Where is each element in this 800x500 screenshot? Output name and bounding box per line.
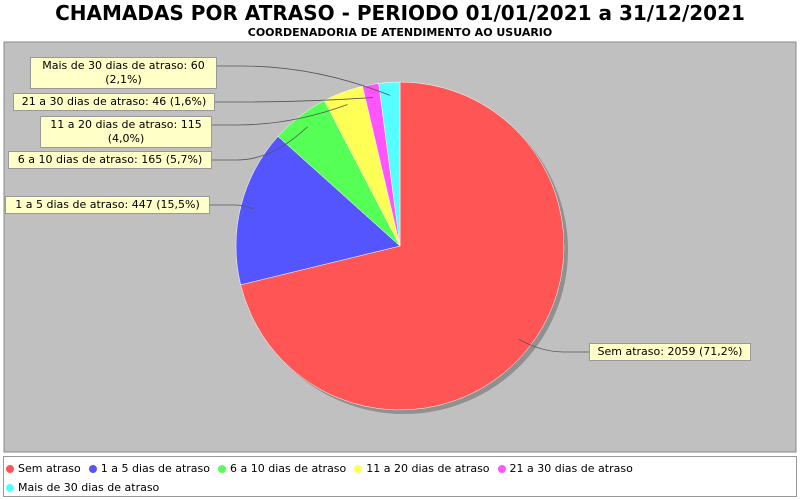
legend: Sem atraso 1 a 5 dias de atraso 6 a 10 dia… [3, 456, 797, 497]
legend-swatch [88, 464, 97, 473]
chart-title: CHAMADAS POR ATRASO - PERIODO 01/01/2021… [55, 1, 745, 25]
label-leader [210, 204, 254, 210]
label-leader [518, 338, 589, 353]
legend-item: Mais de 30 dias de atraso [6, 478, 159, 497]
legend-label: 6 a 10 dias de atraso [230, 462, 347, 475]
legend-swatch [6, 483, 14, 492]
label-leader [217, 65, 391, 96]
pie-slice [240, 81, 565, 411]
label-leader [212, 126, 308, 161]
pie-slice [378, 81, 401, 247]
value-label: Sem atraso: 2059 (71,2%) [589, 343, 751, 361]
label-leader [215, 97, 373, 103]
legend-label: 21 a 30 dias de atraso [509, 462, 633, 475]
value-label: 11 a 20 dias de atraso: 115 (4,0%) [40, 116, 212, 148]
legend-label: 1 a 5 dias de atraso [100, 462, 211, 475]
legend-swatch [354, 464, 363, 473]
legend-label: Mais de 30 dias de atraso [18, 481, 160, 494]
legend-label: Sem atraso [18, 462, 81, 475]
legend-item: Sem atraso [6, 459, 81, 478]
legend-swatch [218, 464, 227, 473]
legend-item: 6 a 10 dias de atraso [218, 459, 346, 478]
legend-item: 1 a 5 dias de atraso [88, 459, 211, 478]
value-label: 6 a 10 dias de atraso: 165 (5,7%) [8, 151, 212, 169]
label-leader [212, 104, 348, 126]
chart-subtitle: COORDENADORIA DE ATENDIMENTO AO USUARIO [247, 26, 553, 39]
legend-item: 11 a 20 dias de atraso [354, 459, 490, 478]
legend-label: 11 a 20 dias de atraso [366, 462, 490, 475]
legend-item: 21 a 30 dias de atraso [497, 459, 633, 478]
value-label: Mais de 30 dias de atraso: 60 (2,1%) [30, 57, 217, 89]
pie-slice [235, 136, 401, 286]
value-label: 21 a 30 dias de atraso: 46 (1,6%) [13, 93, 215, 111]
legend-swatch [497, 464, 506, 473]
legend-swatch [6, 464, 14, 473]
value-label: 1 a 5 dias de atraso: 447 (15,5%) [5, 196, 210, 214]
